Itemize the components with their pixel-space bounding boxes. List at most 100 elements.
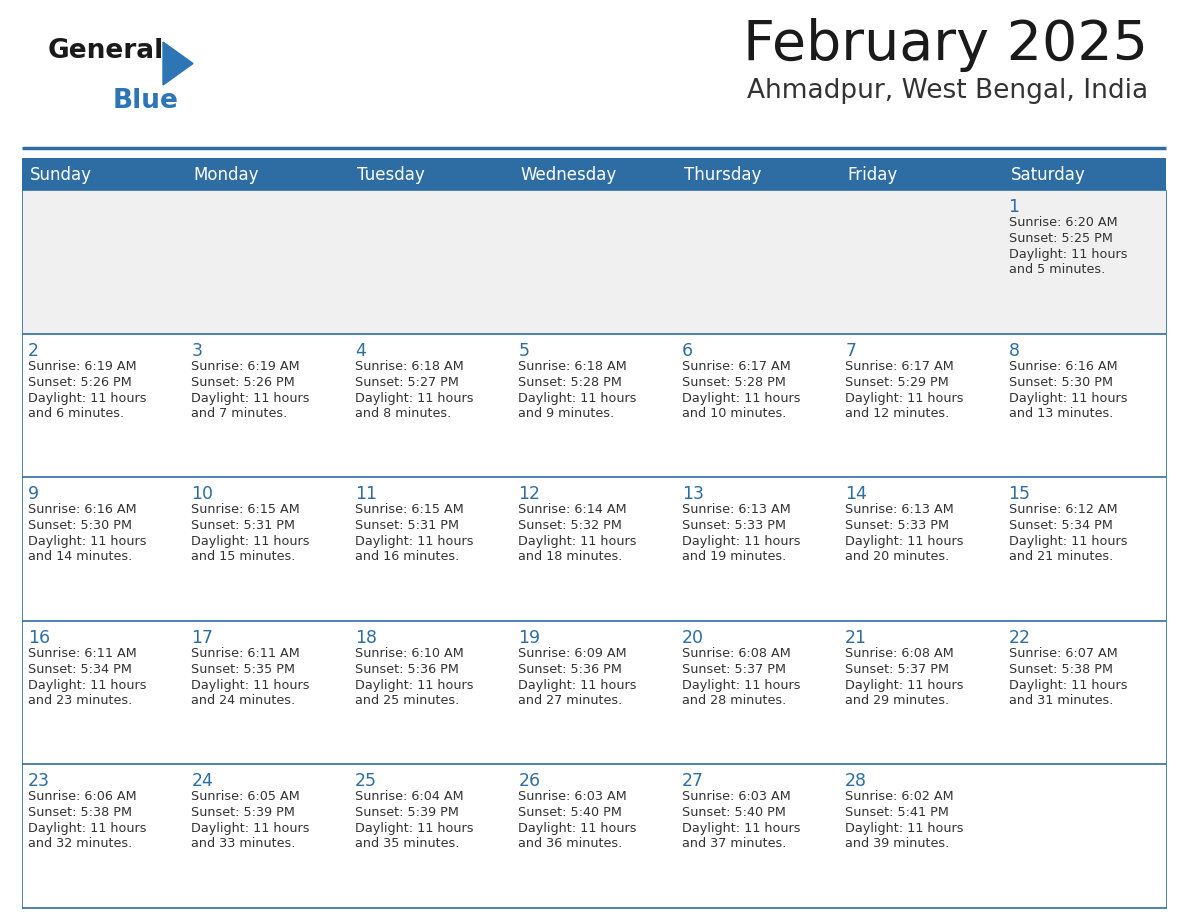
Text: Sunset: 5:41 PM: Sunset: 5:41 PM: [845, 806, 949, 820]
Text: Sunrise: 6:08 AM: Sunrise: 6:08 AM: [845, 647, 954, 660]
Text: and 39 minutes.: and 39 minutes.: [845, 837, 949, 850]
Bar: [23, 333, 1165, 477]
Text: Sunrise: 6:15 AM: Sunrise: 6:15 AM: [355, 503, 463, 516]
Text: Sunrise: 6:02 AM: Sunrise: 6:02 AM: [845, 790, 954, 803]
Text: 12: 12: [518, 486, 541, 503]
Text: and 27 minutes.: and 27 minutes.: [518, 694, 623, 707]
Text: 1: 1: [1009, 198, 1019, 216]
Text: Daylight: 11 hours: Daylight: 11 hours: [355, 535, 473, 548]
Text: and 33 minutes.: and 33 minutes.: [191, 837, 296, 850]
Text: Sunset: 5:37 PM: Sunset: 5:37 PM: [682, 663, 785, 676]
Text: Daylight: 11 hours: Daylight: 11 hours: [29, 678, 146, 692]
Text: Blue: Blue: [113, 88, 179, 114]
Text: Sunrise: 6:19 AM: Sunrise: 6:19 AM: [29, 360, 137, 373]
Bar: [23, 158, 1165, 190]
Text: Sunrise: 6:14 AM: Sunrise: 6:14 AM: [518, 503, 627, 516]
Text: and 14 minutes.: and 14 minutes.: [29, 550, 132, 564]
Text: Daylight: 11 hours: Daylight: 11 hours: [518, 392, 637, 405]
Text: and 29 minutes.: and 29 minutes.: [845, 694, 949, 707]
Text: Sunset: 5:33 PM: Sunset: 5:33 PM: [682, 520, 785, 532]
Text: Daylight: 11 hours: Daylight: 11 hours: [29, 823, 146, 835]
Text: Sunset: 5:28 PM: Sunset: 5:28 PM: [682, 375, 785, 388]
Text: Tuesday: Tuesday: [356, 166, 424, 184]
Text: and 25 minutes.: and 25 minutes.: [355, 694, 459, 707]
Text: and 28 minutes.: and 28 minutes.: [682, 694, 786, 707]
Text: Daylight: 11 hours: Daylight: 11 hours: [1009, 535, 1127, 548]
Text: 17: 17: [191, 629, 214, 647]
Text: Sunrise: 6:09 AM: Sunrise: 6:09 AM: [518, 647, 627, 660]
Text: 6: 6: [682, 341, 693, 360]
Text: Daylight: 11 hours: Daylight: 11 hours: [682, 392, 801, 405]
Text: Sunset: 5:28 PM: Sunset: 5:28 PM: [518, 375, 623, 388]
Text: Daylight: 11 hours: Daylight: 11 hours: [845, 678, 963, 692]
Text: 26: 26: [518, 772, 541, 790]
Text: Daylight: 11 hours: Daylight: 11 hours: [1009, 248, 1127, 261]
Text: Daylight: 11 hours: Daylight: 11 hours: [518, 678, 637, 692]
Text: Sunrise: 6:06 AM: Sunrise: 6:06 AM: [29, 790, 137, 803]
Text: 20: 20: [682, 629, 703, 647]
Text: Sunday: Sunday: [30, 166, 91, 184]
Text: Sunrise: 6:19 AM: Sunrise: 6:19 AM: [191, 360, 301, 373]
Text: Sunset: 5:26 PM: Sunset: 5:26 PM: [191, 375, 295, 388]
Text: Daylight: 11 hours: Daylight: 11 hours: [845, 392, 963, 405]
Text: Sunrise: 6:12 AM: Sunrise: 6:12 AM: [1009, 503, 1117, 516]
Text: 21: 21: [845, 629, 867, 647]
Text: Sunset: 5:33 PM: Sunset: 5:33 PM: [845, 520, 949, 532]
Text: Sunset: 5:30 PM: Sunset: 5:30 PM: [29, 520, 132, 532]
Text: and 31 minutes.: and 31 minutes.: [1009, 694, 1113, 707]
Text: 24: 24: [191, 772, 214, 790]
Text: Sunset: 5:31 PM: Sunset: 5:31 PM: [355, 520, 459, 532]
Text: 23: 23: [29, 772, 50, 790]
Text: Sunset: 5:34 PM: Sunset: 5:34 PM: [1009, 520, 1112, 532]
Text: Sunrise: 6:15 AM: Sunrise: 6:15 AM: [191, 503, 301, 516]
Text: Wednesday: Wednesday: [520, 166, 617, 184]
Text: Sunrise: 6:07 AM: Sunrise: 6:07 AM: [1009, 647, 1118, 660]
Text: Thursday: Thursday: [684, 166, 762, 184]
Text: Sunrise: 6:08 AM: Sunrise: 6:08 AM: [682, 647, 790, 660]
Text: Sunrise: 6:10 AM: Sunrise: 6:10 AM: [355, 647, 463, 660]
Text: Sunrise: 6:13 AM: Sunrise: 6:13 AM: [845, 503, 954, 516]
Text: Sunrise: 6:17 AM: Sunrise: 6:17 AM: [682, 360, 790, 373]
Text: Sunrise: 6:05 AM: Sunrise: 6:05 AM: [191, 790, 301, 803]
Text: Monday: Monday: [194, 166, 259, 184]
Text: and 36 minutes.: and 36 minutes.: [518, 837, 623, 850]
Text: and 18 minutes.: and 18 minutes.: [518, 550, 623, 564]
Text: 14: 14: [845, 486, 867, 503]
Text: Daylight: 11 hours: Daylight: 11 hours: [191, 535, 310, 548]
Text: Ahmadpur, West Bengal, India: Ahmadpur, West Bengal, India: [747, 78, 1148, 104]
Text: and 32 minutes.: and 32 minutes.: [29, 837, 132, 850]
Text: 16: 16: [29, 629, 50, 647]
Text: 7: 7: [845, 341, 857, 360]
Text: and 23 minutes.: and 23 minutes.: [29, 694, 132, 707]
Text: 3: 3: [191, 341, 202, 360]
Bar: [23, 765, 1165, 908]
Text: Sunset: 5:38 PM: Sunset: 5:38 PM: [1009, 663, 1113, 676]
Text: Sunset: 5:35 PM: Sunset: 5:35 PM: [191, 663, 296, 676]
Text: 9: 9: [29, 486, 39, 503]
Text: and 21 minutes.: and 21 minutes.: [1009, 550, 1113, 564]
Text: Daylight: 11 hours: Daylight: 11 hours: [1009, 392, 1127, 405]
Text: Daylight: 11 hours: Daylight: 11 hours: [682, 823, 801, 835]
Text: 19: 19: [518, 629, 541, 647]
Text: and 19 minutes.: and 19 minutes.: [682, 550, 786, 564]
Text: Sunset: 5:36 PM: Sunset: 5:36 PM: [355, 663, 459, 676]
Text: Sunrise: 6:18 AM: Sunrise: 6:18 AM: [518, 360, 627, 373]
Text: Sunrise: 6:16 AM: Sunrise: 6:16 AM: [1009, 360, 1117, 373]
Bar: [23, 621, 1165, 765]
Bar: [23, 477, 1165, 621]
Polygon shape: [163, 42, 192, 85]
Text: February 2025: February 2025: [742, 18, 1148, 72]
Bar: [23, 190, 1165, 333]
Text: Daylight: 11 hours: Daylight: 11 hours: [355, 678, 473, 692]
Text: Daylight: 11 hours: Daylight: 11 hours: [1009, 678, 1127, 692]
Text: and 8 minutes.: and 8 minutes.: [355, 407, 451, 420]
Text: Daylight: 11 hours: Daylight: 11 hours: [845, 535, 963, 548]
Text: Saturday: Saturday: [1011, 166, 1086, 184]
Text: 13: 13: [682, 486, 703, 503]
Text: Sunrise: 6:11 AM: Sunrise: 6:11 AM: [29, 647, 137, 660]
Text: and 6 minutes.: and 6 minutes.: [29, 407, 124, 420]
Text: Sunrise: 6:20 AM: Sunrise: 6:20 AM: [1009, 216, 1117, 229]
Text: Daylight: 11 hours: Daylight: 11 hours: [355, 823, 473, 835]
Text: and 35 minutes.: and 35 minutes.: [355, 837, 460, 850]
Text: Sunrise: 6:16 AM: Sunrise: 6:16 AM: [29, 503, 137, 516]
